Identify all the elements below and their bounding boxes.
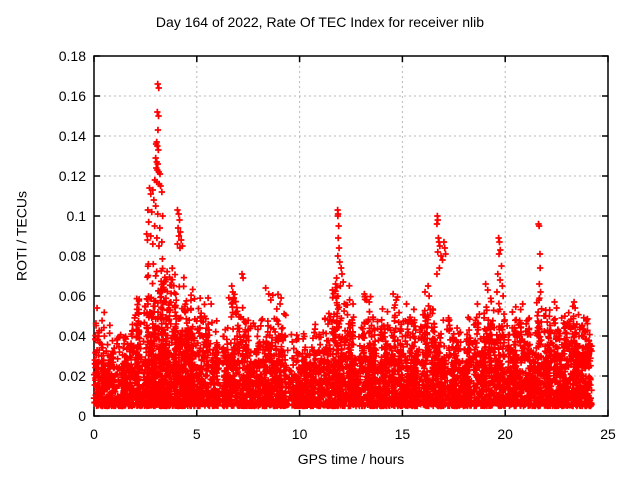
y-axis-label: ROTI / TECUs xyxy=(13,191,30,281)
y-tick-label: 0.18 xyxy=(58,48,86,64)
x-tick-label: 0 xyxy=(90,426,98,442)
y-tick-label: 0.02 xyxy=(58,368,86,384)
y-tick-label: 0.06 xyxy=(58,288,86,304)
x-tick-label: 5 xyxy=(192,426,201,442)
x-tick-label: 15 xyxy=(394,426,411,442)
y-tick-label: 0.1 xyxy=(66,208,86,224)
y-tick-label: 0.12 xyxy=(58,168,86,184)
x-tick-label: 25 xyxy=(600,426,616,442)
y-tick-label: 0.14 xyxy=(58,128,86,144)
x-tick-label: 10 xyxy=(291,426,308,442)
x-axis-label: GPS time / hours xyxy=(297,451,405,467)
chart-title: Day 164 of 2022, Rate Of TEC Index for r… xyxy=(155,14,485,30)
y-tick-label: 0.04 xyxy=(58,328,86,344)
y-tick-label: 0.08 xyxy=(58,248,86,264)
x-tick-label: 20 xyxy=(497,426,513,442)
y-tick-label: 0 xyxy=(78,408,86,424)
y-tick-label: 0.16 xyxy=(58,88,86,104)
